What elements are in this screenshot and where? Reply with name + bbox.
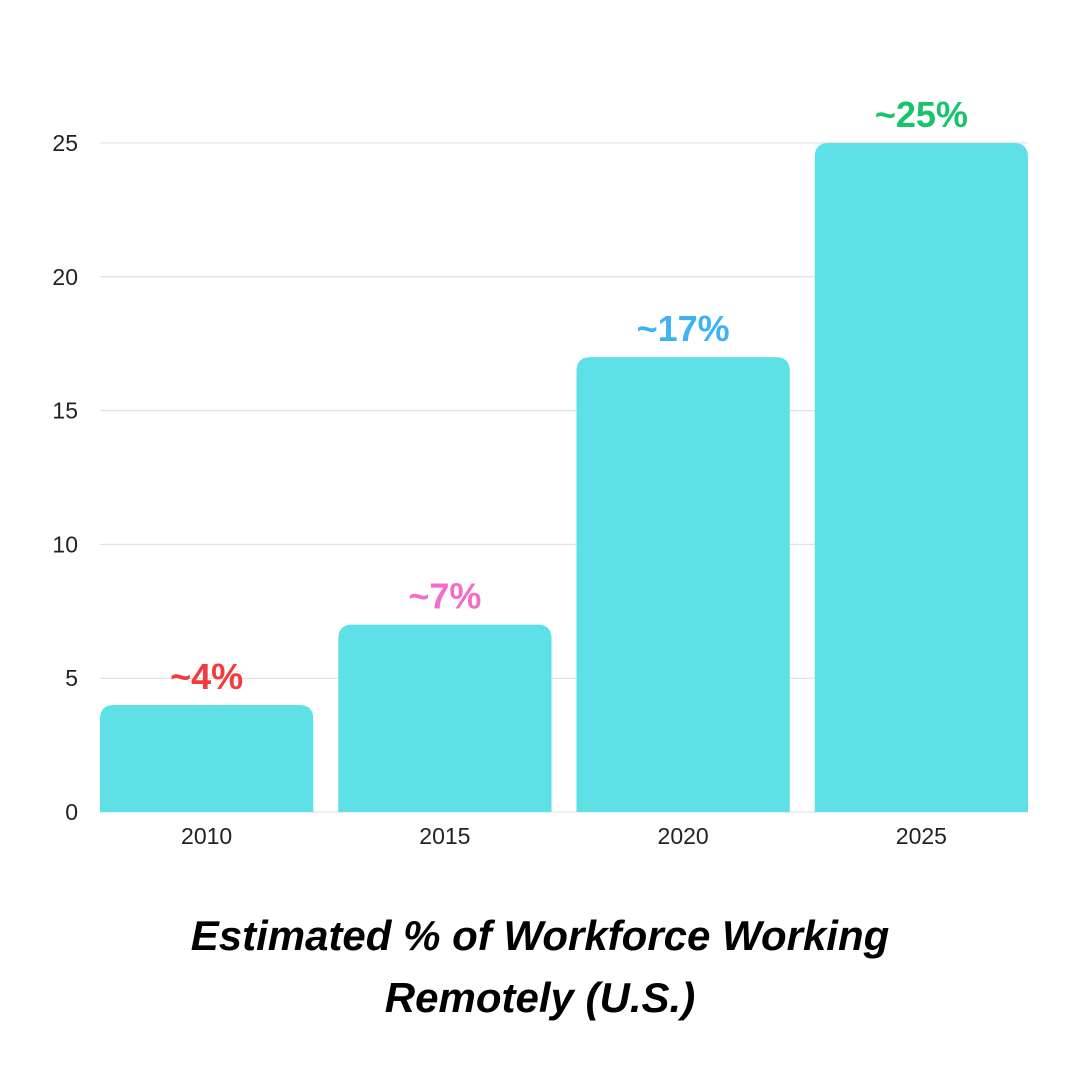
x-tick-label: 2025 — [896, 823, 947, 849]
bar — [338, 624, 552, 812]
bar — [100, 704, 314, 812]
bar — [814, 143, 1028, 812]
y-tick-label: 25 — [52, 130, 78, 156]
value-label: ~17% — [637, 308, 730, 349]
x-tick-label: 2010 — [181, 823, 232, 849]
bar — [576, 357, 790, 812]
x-tick-label: 2015 — [419, 823, 470, 849]
x-tick-label: 2020 — [658, 823, 709, 849]
y-tick-label: 5 — [65, 665, 78, 691]
value-label: ~4% — [170, 656, 243, 697]
y-tick-label: 10 — [52, 531, 78, 557]
y-tick-label: 0 — [65, 799, 78, 825]
y-tick-label: 15 — [52, 398, 78, 424]
y-tick-label: 20 — [52, 264, 78, 290]
value-label: ~7% — [408, 576, 481, 617]
chart-title: Estimated % of Workforce Working Remotel… — [190, 912, 890, 1021]
value-label: ~25% — [875, 94, 968, 135]
